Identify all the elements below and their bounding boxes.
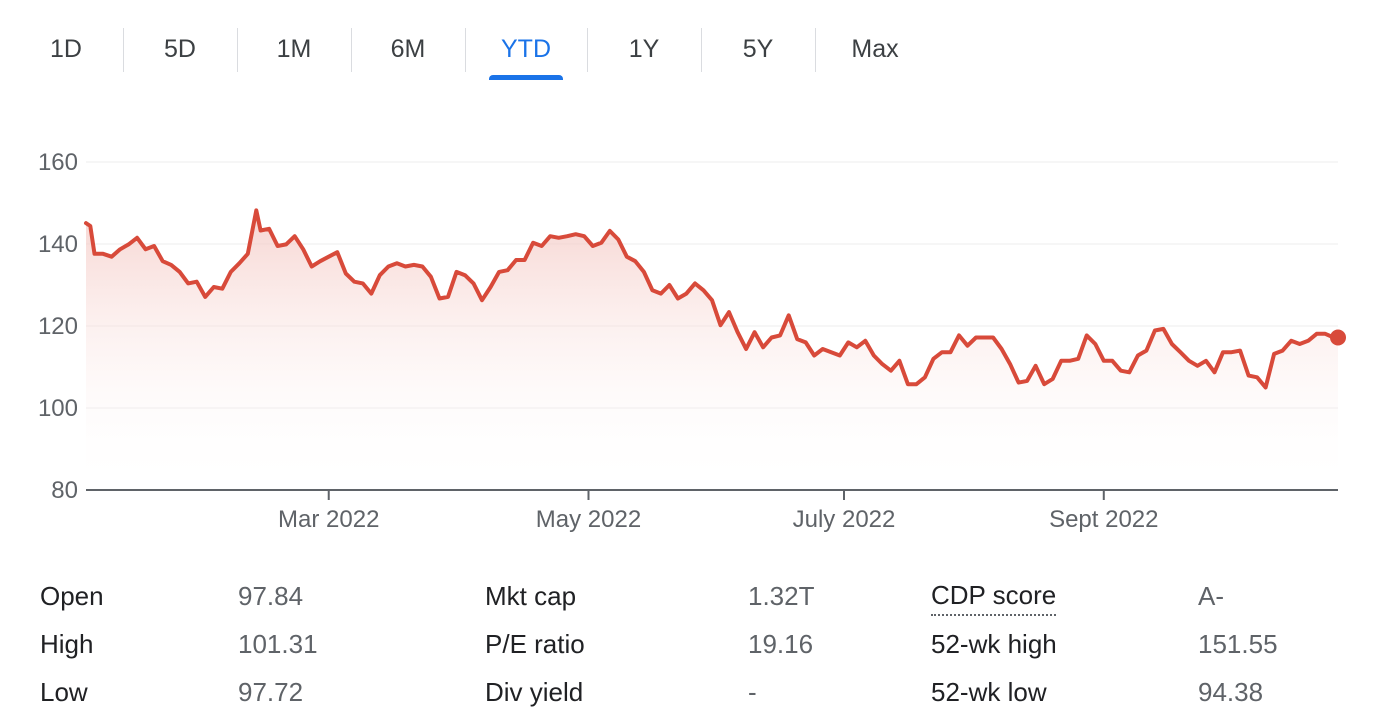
- cdp-score-link[interactable]: CDP score: [931, 578, 1057, 616]
- price-area: [86, 210, 1338, 490]
- y-tick-label: 140: [38, 231, 78, 258]
- stat-value-high: 101.31: [238, 629, 318, 659]
- tab-label: YTD: [501, 35, 551, 63]
- stats-table: Open 97.84 High 101.31 Low 97.72 Mkt cap…: [0, 572, 1382, 722]
- tab-divider: [587, 28, 588, 72]
- tab-1m[interactable]: 1M: [238, 18, 350, 80]
- y-tick-label: 100: [38, 395, 78, 422]
- tab-label: 1D: [50, 35, 82, 63]
- range-tabs: 1D 5D 1M 6M YTD 1Y 5Y Max: [10, 18, 940, 80]
- tab-label: 5D: [164, 35, 196, 63]
- tab-5y[interactable]: 5Y: [702, 18, 814, 80]
- tab-label: 6M: [390, 35, 426, 63]
- price-line: [84, 208, 1340, 390]
- stat-value-mkt-cap: 1.32T: [748, 581, 815, 611]
- stat-label-mkt-cap: Mkt cap: [485, 581, 577, 611]
- price-chart[interactable]: 160 140 120 100 80 Mar 2022 May 2022 July 2022…: [0, 130, 1382, 540]
- x-tick-label: Sept 2022: [1049, 506, 1158, 533]
- y-tick-label: 160: [38, 149, 78, 176]
- stat-value-52wk-low: 94.38: [1198, 677, 1264, 707]
- stat-value-52wk-high: 151.55: [1198, 629, 1278, 659]
- tab-max[interactable]: Max: [816, 18, 934, 80]
- stat-label-52wk-high: 52-wk high: [931, 629, 1057, 659]
- stat-label-pe-ratio: P/E ratio: [485, 629, 585, 659]
- stat-label-open: Open: [40, 581, 104, 611]
- stat-label-low: Low: [40, 677, 88, 707]
- x-tick-label: May 2022: [536, 506, 641, 533]
- y-tick-label: 80: [51, 477, 78, 504]
- tab-label: 5Y: [742, 35, 774, 63]
- tab-1d[interactable]: 1D: [10, 18, 122, 80]
- tab-1y[interactable]: 1Y: [588, 18, 700, 80]
- tab-ytd[interactable]: YTD: [466, 18, 586, 80]
- current-price-dot: [1330, 329, 1346, 346]
- active-tab-indicator: [489, 75, 563, 80]
- tab-divider: [701, 28, 702, 72]
- x-tick-label: Mar 2022: [278, 506, 379, 533]
- tab-label: 1M: [276, 35, 312, 63]
- stat-value-cdp-score: A-: [1198, 581, 1224, 611]
- tab-6m[interactable]: 6M: [352, 18, 464, 80]
- tab-5d[interactable]: 5D: [124, 18, 236, 80]
- stat-value-div-yield: -: [748, 677, 757, 707]
- stat-value-open: 97.84: [238, 581, 304, 611]
- y-tick-label: 120: [38, 313, 78, 340]
- stat-value-pe-ratio: 19.16: [748, 629, 814, 659]
- x-axis-ticks: Mar 2022 May 2022 July 2022 Sept 2022: [278, 490, 1159, 533]
- tab-divider: [237, 28, 238, 72]
- stat-label-div-yield: Div yield: [485, 677, 584, 707]
- stat-label-high: High: [40, 629, 94, 659]
- tab-divider: [465, 28, 466, 72]
- tab-label: Max: [851, 35, 899, 63]
- y-axis-ticks: 160 140 120 100 80: [38, 149, 78, 504]
- tab-label: 1Y: [628, 35, 660, 63]
- x-tick-label: July 2022: [793, 506, 896, 533]
- stat-label-52wk-low: 52-wk low: [931, 677, 1047, 707]
- stat-value-low: 97.72: [238, 677, 304, 707]
- tab-divider: [351, 28, 352, 72]
- tab-divider: [123, 28, 124, 72]
- tab-divider: [815, 28, 816, 72]
